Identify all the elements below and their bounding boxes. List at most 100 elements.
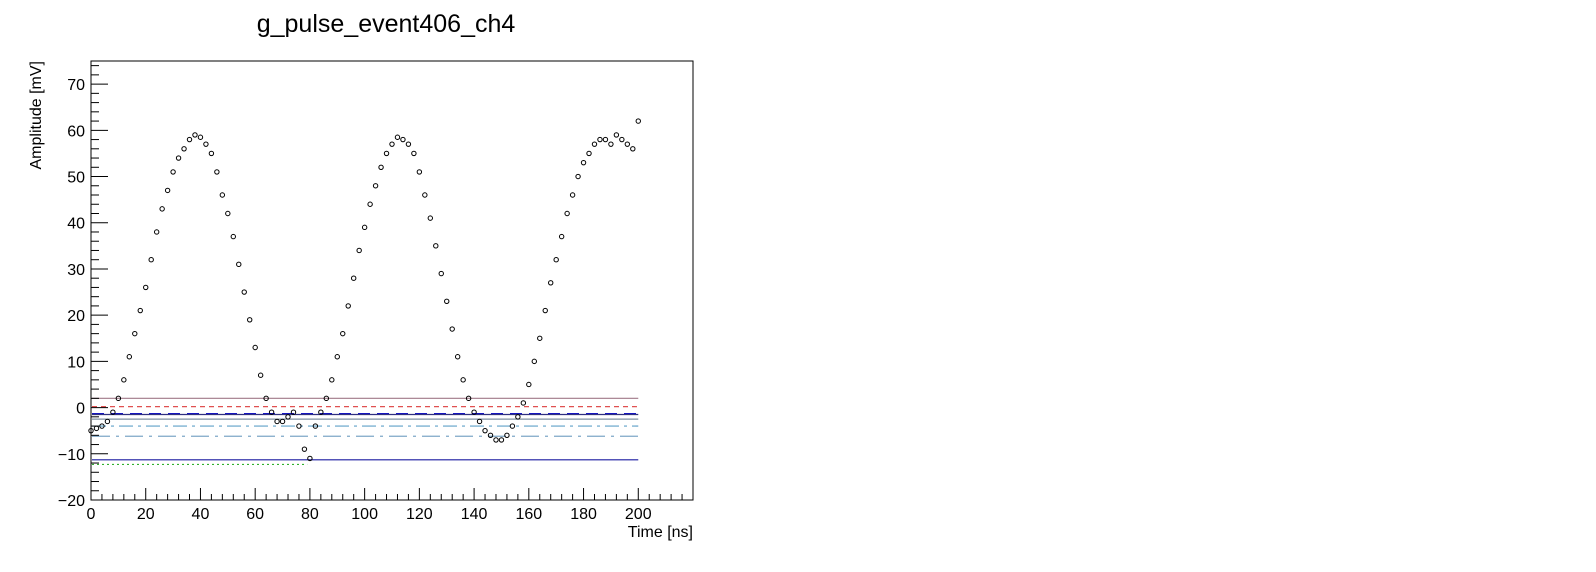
data-point [427,215,434,221]
data-point [449,326,455,332]
data-point [444,298,450,304]
x-tick-label: 60 [246,506,264,523]
data-point [214,169,220,175]
y-tick-label: −10 [58,447,85,464]
data-point [192,132,198,138]
threshold-lines [92,397,639,466]
data-point [274,418,280,425]
data-point [433,243,439,249]
data-point [498,437,505,443]
y-tick-label: 10 [67,354,85,371]
data-points [88,118,641,462]
data-point [405,141,412,147]
data-point [181,146,187,152]
data-point [110,409,116,415]
data-point [400,136,406,143]
data-point [580,159,587,166]
data-point [602,136,609,143]
y-tick-label: 60 [67,123,85,140]
data-point [137,307,143,314]
data-point [438,270,444,277]
data-point [624,141,631,147]
data-point [312,423,319,429]
data-point [132,330,138,337]
data-point [296,423,302,429]
data-point [460,377,466,383]
y-axis-title: Amplitude [mV] [28,61,45,169]
data-point [526,381,532,388]
x-tick-label: 100 [351,506,378,523]
data-point [553,257,559,263]
data-point [93,425,100,432]
data-point [88,427,94,434]
data-point [323,395,330,402]
data-point [225,210,231,217]
data-point [537,335,543,341]
data-point [597,136,603,143]
data-point [389,141,395,147]
data-point [290,409,297,415]
data-point [548,280,554,286]
data-point [531,358,537,365]
y-tick-label: 20 [67,308,85,325]
data-point [340,330,346,337]
data-point [454,354,461,360]
data-point [613,132,620,138]
data-point [104,418,111,425]
data-point [422,192,428,198]
data-point [558,233,565,240]
data-point [148,257,154,263]
y-tick-label: 70 [67,77,85,94]
x-tick-label: 20 [137,506,155,523]
data-point [350,275,357,281]
data-point [285,414,291,420]
data-point [635,118,641,124]
data-point [504,432,510,439]
data-point [219,192,226,198]
data-point [619,136,625,143]
data-point [394,134,401,140]
x-tick-label: 160 [515,506,542,523]
data-point [153,229,160,235]
data-point [515,414,521,420]
data-point [465,395,472,402]
data-point [208,150,215,157]
data-point [247,317,253,323]
data-point [329,377,335,383]
data-point [126,354,133,360]
data-point [175,155,182,161]
data-point [361,224,368,231]
y-axis-ticks: −20 −10 0 10 20 30 40 50 60 70 [58,65,108,510]
data-point [268,409,275,415]
data-point [334,354,340,360]
data-point [257,372,264,378]
data-point [591,141,598,147]
data-point [564,210,570,217]
data-point [383,150,390,157]
data-point [378,164,384,170]
y-tick-label: 40 [67,216,85,233]
data-point [318,409,324,415]
x-axis-ticks: 0 20 40 60 80 100 120 140 160 180 200 [87,488,694,523]
x-tick-label: 180 [570,506,597,523]
data-point [471,409,477,415]
data-point [411,150,417,157]
data-point [230,233,236,240]
data-point [99,423,105,429]
data-point [241,289,247,295]
data-point [569,192,576,198]
data-point [159,206,165,212]
data-point [575,173,581,180]
data-point [170,169,176,175]
data-point [416,169,423,175]
plot-area [90,60,694,501]
data-point [143,284,149,291]
data-point [608,141,614,147]
data-point [372,183,379,189]
data-point [586,150,592,157]
data-point [509,423,516,429]
data-point [279,418,286,425]
x-tick-label: 40 [192,506,210,523]
data-point [301,446,308,452]
